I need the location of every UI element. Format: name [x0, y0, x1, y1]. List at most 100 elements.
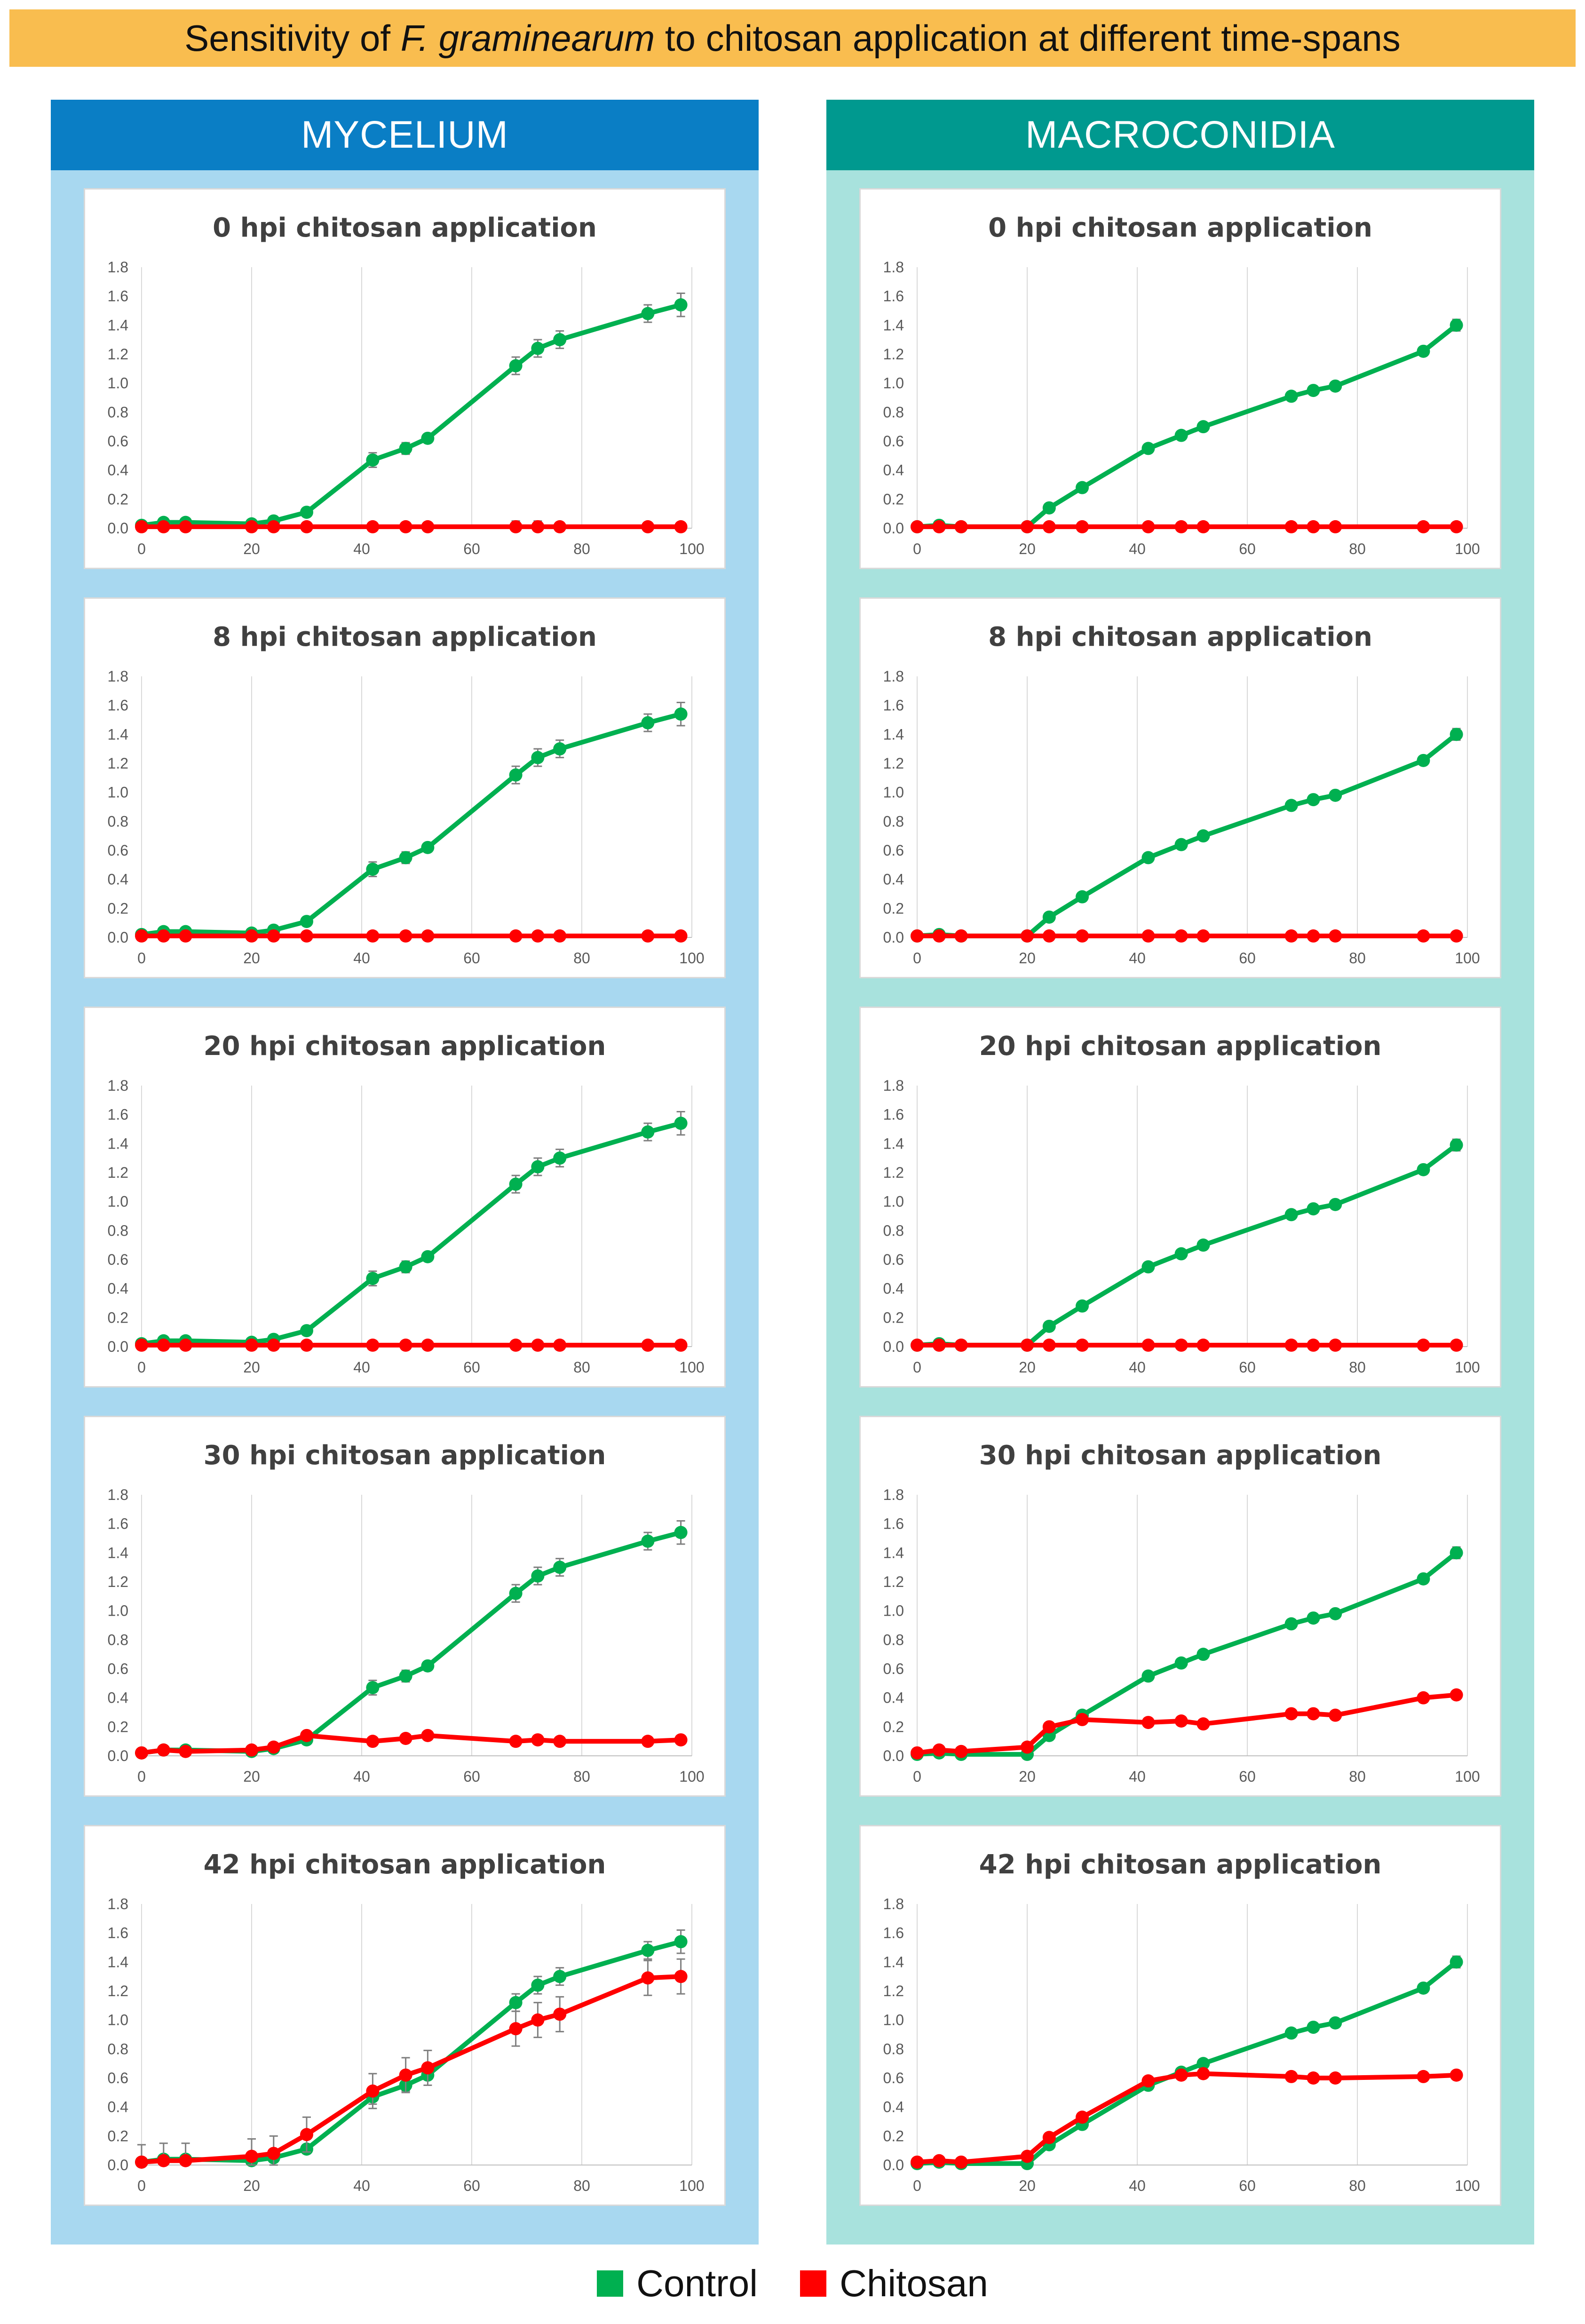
- y-tick-label: 0.2: [108, 1718, 128, 1735]
- y-tick-label: 0.4: [883, 1280, 904, 1297]
- data-point-control: [1141, 442, 1155, 455]
- data-point-control: [531, 1160, 545, 1174]
- y-tick-label: 1.2: [108, 1164, 128, 1181]
- column-panel-macroconidia: 0 hpi chitosan application 0 20 40 60 80 100 0.…: [826, 170, 1534, 2245]
- figure-title-banner: Sensitivity of F. graminearum to chitosa…: [9, 9, 1576, 67]
- line-chart: 42 hpi chitosan application 0 20 40 60 80 100 0…: [108, 1849, 705, 2194]
- chart-title: 8 hpi chitosan application: [988, 622, 1372, 652]
- y-tick-label: 0.0: [108, 2157, 128, 2173]
- data-point-control: [1174, 428, 1188, 442]
- data-point-control: [641, 307, 655, 320]
- x-tick-label: 40: [1129, 950, 1146, 967]
- data-point-chitosan: [421, 1338, 435, 1352]
- data-point-control: [1141, 1669, 1155, 1683]
- x-tick-label: 100: [1455, 1768, 1480, 1785]
- y-tick-label: 0.2: [883, 1309, 904, 1326]
- y-tick-label: 0.2: [108, 2127, 128, 2144]
- y-tick-label: 1.2: [883, 1573, 904, 1590]
- y-tick-label: 1.0: [883, 375, 904, 392]
- legend-swatch-chitosan: [800, 2270, 827, 2297]
- x-tick-label: 40: [353, 540, 370, 557]
- data-point-control: [1307, 2021, 1320, 2034]
- y-tick-label: 1.4: [883, 1953, 904, 1970]
- data-point-chitosan: [421, 520, 435, 533]
- data-point-control: [1450, 1138, 1463, 1152]
- data-point-chitosan: [509, 1735, 523, 1748]
- y-tick-label: 0.2: [108, 900, 128, 917]
- y-tick-label: 1.6: [883, 1925, 904, 1942]
- data-point-chitosan: [954, 1338, 968, 1352]
- data-point-chitosan: [1174, 1714, 1188, 1728]
- x-tick-label: 60: [463, 1359, 480, 1376]
- y-tick-label: 0.4: [108, 1689, 128, 1706]
- x-tick-label: 40: [353, 950, 370, 967]
- data-point-chitosan: [300, 2128, 313, 2142]
- data-point-chitosan: [1174, 1338, 1188, 1352]
- data-point-control: [1284, 2026, 1298, 2040]
- x-tick-label: 0: [137, 2177, 146, 2194]
- data-point-chitosan: [421, 929, 435, 943]
- data-point-chitosan: [1174, 929, 1188, 943]
- data-point-chitosan: [1417, 1338, 1430, 1352]
- data-point-chitosan: [1141, 1338, 1155, 1352]
- x-tick-label: 0: [137, 1359, 146, 1376]
- y-tick-label: 1.0: [108, 784, 128, 801]
- y-tick-label: 0.2: [108, 1309, 128, 1326]
- x-tick-label: 0: [913, 1768, 921, 1785]
- data-point-chitosan: [245, 2150, 258, 2163]
- y-tick-label: 0.8: [883, 1222, 904, 1239]
- y-tick-label: 1.6: [883, 697, 904, 714]
- data-point-chitosan: [421, 1729, 435, 1742]
- y-tick-label: 1.2: [108, 1573, 128, 1590]
- line-chart: 42 hpi chitosan application 0 20 40 60 80 100 0…: [883, 1849, 1480, 2194]
- x-tick-label: 0: [137, 540, 146, 557]
- x-tick-label: 80: [573, 540, 590, 557]
- data-point-control: [1197, 420, 1210, 434]
- data-point-chitosan: [179, 1745, 192, 1758]
- x-tick-label: 20: [1019, 1359, 1036, 1376]
- y-tick-label: 1.8: [883, 1077, 904, 1094]
- x-tick-label: 0: [913, 1359, 921, 1376]
- y-tick-label: 0.4: [883, 871, 904, 888]
- line-chart: 30 hpi chitosan application 0 20 40 60 80 100 0…: [108, 1440, 705, 1785]
- data-point-control: [1284, 1617, 1298, 1631]
- data-point-chitosan: [932, 1743, 946, 1757]
- data-point-control: [1329, 1198, 1342, 1211]
- y-tick-label: 1.6: [108, 1925, 128, 1942]
- data-point-chitosan: [1329, 1338, 1342, 1352]
- data-point-chitosan: [553, 929, 567, 943]
- data-point-chitosan: [553, 1338, 567, 1352]
- y-tick-label: 1.0: [108, 1602, 128, 1619]
- data-point-chitosan: [179, 520, 192, 533]
- legend-item-chitosan: Chitosan: [800, 2262, 988, 2305]
- x-tick-label: 20: [1019, 2177, 1036, 2194]
- x-tick-label: 80: [573, 2177, 590, 2194]
- y-tick-label: 0.6: [883, 433, 904, 450]
- data-point-control: [531, 1978, 545, 1992]
- data-point-control: [674, 707, 688, 721]
- data-point-chitosan: [1450, 2068, 1463, 2082]
- x-tick-label: 20: [243, 2177, 260, 2194]
- data-point-chitosan: [911, 929, 924, 943]
- data-point-chitosan: [1450, 1688, 1463, 1702]
- data-point-control: [553, 1970, 567, 1983]
- data-point-chitosan: [267, 1338, 280, 1352]
- data-point-chitosan: [1284, 1338, 1298, 1352]
- data-point-control: [366, 1272, 380, 1285]
- y-tick-label: 1.8: [108, 668, 128, 685]
- y-tick-label: 1.0: [108, 2012, 128, 2029]
- chart-title: 8 hpi chitosan application: [213, 622, 597, 652]
- data-point-chitosan: [674, 1733, 688, 1747]
- data-point-chitosan: [911, 2155, 924, 2169]
- data-point-control: [366, 453, 380, 467]
- data-point-control: [1307, 384, 1320, 397]
- data-point-control: [531, 1569, 545, 1583]
- x-tick-label: 0: [913, 2177, 921, 2194]
- y-tick-label: 0.4: [883, 462, 904, 479]
- x-tick-label: 0: [913, 950, 921, 967]
- data-point-control: [421, 1250, 435, 1263]
- y-tick-label: 0.8: [883, 1631, 904, 1648]
- y-tick-label: 0.0: [883, 520, 904, 537]
- data-point-chitosan: [245, 520, 258, 533]
- data-point-control: [1197, 1648, 1210, 1661]
